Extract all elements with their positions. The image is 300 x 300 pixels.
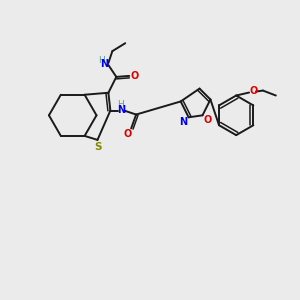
Text: O: O [130, 71, 138, 81]
Text: O: O [203, 115, 211, 125]
Text: O: O [250, 85, 258, 96]
Text: O: O [123, 129, 131, 140]
Text: N: N [180, 117, 188, 127]
Text: N: N [117, 105, 125, 115]
Text: S: S [95, 142, 102, 152]
Text: H: H [98, 56, 105, 64]
Text: H: H [117, 100, 124, 109]
Text: N: N [100, 59, 109, 69]
